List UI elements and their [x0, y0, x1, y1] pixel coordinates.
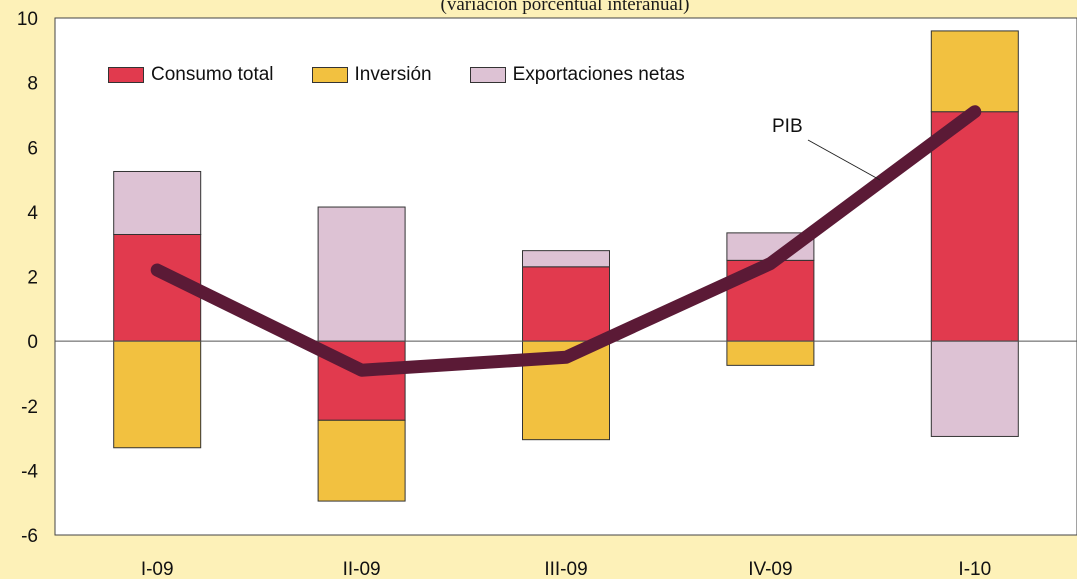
x-tick-label: II-09: [343, 559, 381, 579]
bar-consumo-total: [522, 266, 610, 342]
legend-item-exportaciones: Exportaciones netas: [469, 64, 685, 86]
bar-inversión: [317, 419, 406, 502]
x-tick-label: III-09: [544, 559, 587, 579]
y-tick-label: 8: [27, 74, 38, 95]
pib-line-label: PIB: [772, 116, 803, 137]
x-tick-label: IV-09: [748, 559, 792, 579]
bar-exportaciones-netas: [522, 250, 610, 268]
bar-inversión: [113, 340, 202, 449]
y-tick-label: -4: [21, 461, 38, 482]
legend: Consumo total Inversión Exportaciones ne…: [108, 64, 723, 86]
x-tick-label: I-10: [958, 559, 991, 579]
x-tick-label: I-09: [141, 559, 174, 579]
bar-consumo-total: [930, 111, 1019, 342]
bar-inversión: [726, 340, 815, 366]
bar-exportaciones-netas: [113, 170, 202, 235]
chart-subtitle: (variación porcentual interanual): [440, 0, 690, 15]
y-tick-label: 10: [17, 9, 38, 30]
legend-swatch-consumo: [108, 67, 144, 83]
y-tick-label: 6: [27, 138, 38, 159]
legend-swatch-inversion: [311, 67, 348, 83]
bar-exportaciones-netas: [317, 206, 406, 342]
legend-label-exportaciones: Exportaciones netas: [512, 64, 685, 85]
bar-exportaciones-netas: [930, 340, 1019, 437]
y-tick-label: 4: [27, 203, 38, 224]
legend-label-consumo: Consumo total: [151, 64, 274, 85]
legend-label-inversion: Inversión: [354, 64, 432, 85]
pib-leader-line: [807, 139, 881, 181]
y-tick-label: -6: [21, 526, 38, 547]
bar-inversión: [930, 30, 1019, 113]
legend-swatch-exportaciones: [469, 67, 506, 83]
y-tick-label: 0: [27, 332, 38, 353]
legend-item-consumo: Consumo total: [108, 64, 274, 86]
y-tick-label: 2: [27, 268, 38, 289]
legend-item-inversion: Inversión: [311, 64, 432, 86]
pib-line: [150, 105, 982, 377]
y-tick-label: -2: [21, 397, 38, 418]
